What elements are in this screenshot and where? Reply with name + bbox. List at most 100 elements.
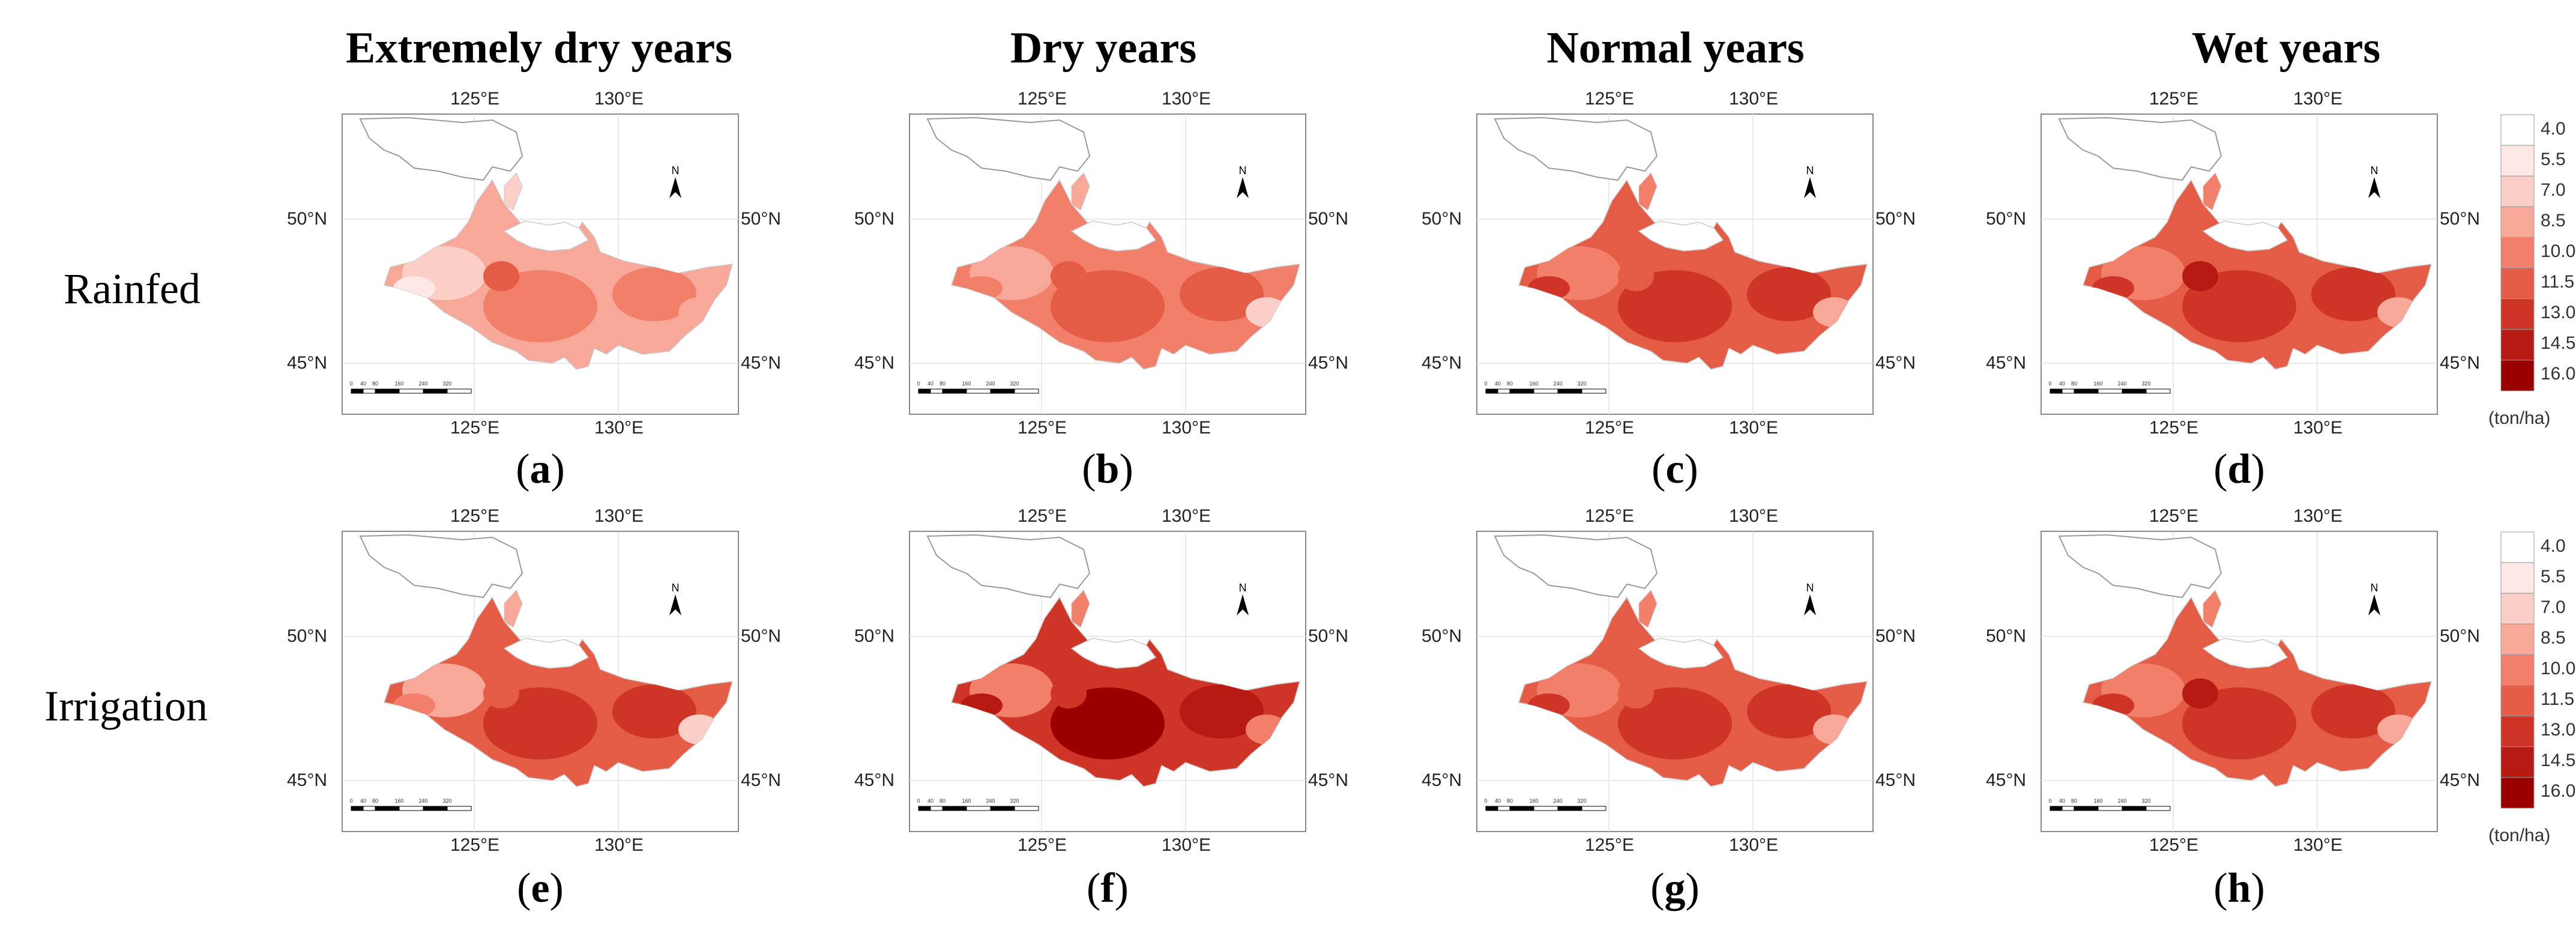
scale-label: 240 bbox=[2117, 381, 2126, 387]
lon-tick-bottom: 125°E bbox=[1018, 835, 1067, 855]
no-data-region bbox=[1494, 116, 1658, 181]
colorbar-tick: 5.5 bbox=[2541, 566, 2566, 587]
colorbar-swatch bbox=[2500, 562, 2535, 594]
colorbar-tick: 8.5 bbox=[2541, 627, 2566, 648]
lat-tick-right: 45°N bbox=[1308, 353, 1349, 373]
lon-tick-top: 130°E bbox=[594, 89, 644, 109]
scale-label: 320 bbox=[2141, 381, 2150, 387]
yield-zone bbox=[1051, 678, 1087, 708]
scale-label: 0 bbox=[1484, 798, 1487, 804]
scale-label: 160 bbox=[962, 381, 971, 387]
non-crop-area bbox=[503, 220, 590, 252]
column-title-normal: Normal years bbox=[1546, 23, 1805, 73]
scale-label: 0 bbox=[2048, 798, 2051, 804]
panel-letter-d: (d) bbox=[2213, 446, 2265, 492]
non-crop-area bbox=[1070, 638, 1157, 669]
map-panel-h: N 0 40 80 160 240 320 bbox=[2041, 531, 2438, 832]
yield-zone bbox=[483, 261, 519, 291]
scale-label: 80 bbox=[372, 798, 378, 804]
scale-bar: 0 40 80 160 240 320 bbox=[349, 381, 472, 394]
colorbar-tick: 13.0 bbox=[2541, 303, 2576, 323]
colorbar-swatch bbox=[2500, 206, 2535, 238]
scale-label: 320 bbox=[442, 798, 451, 804]
lon-tick-bottom: 125°E bbox=[2149, 418, 2199, 438]
colorbar-tick: 16.0 bbox=[2541, 364, 2576, 384]
scale-label: 320 bbox=[1010, 381, 1019, 387]
lon-tick-top: 125°E bbox=[1018, 506, 1067, 526]
colorbar-swatch bbox=[2500, 777, 2535, 809]
lon-tick-bottom: 130°E bbox=[2293, 835, 2343, 855]
scale-label: 0 bbox=[917, 798, 920, 804]
scale-label: 320 bbox=[442, 381, 451, 387]
scale-label: 40 bbox=[928, 381, 934, 387]
lat-tick-left: 50°N bbox=[854, 209, 895, 229]
lon-tick-bottom: 125°E bbox=[450, 418, 500, 438]
scale-label: 80 bbox=[372, 381, 378, 387]
yield-spur bbox=[2203, 172, 2222, 211]
yield-zone bbox=[2311, 267, 2395, 321]
panel-letter-a: (a) bbox=[516, 446, 565, 492]
north-label: N bbox=[672, 165, 680, 177]
yield-zone bbox=[2182, 678, 2218, 708]
lat-tick-right: 45°N bbox=[1875, 353, 1916, 373]
scale-label: 160 bbox=[394, 381, 403, 387]
scale-label: 240 bbox=[418, 798, 427, 804]
lon-tick-top: 130°E bbox=[2293, 89, 2343, 109]
lat-tick-right: 50°N bbox=[1308, 209, 1349, 229]
scale-bar: 0 40 80 160 240 320 bbox=[917, 381, 1039, 394]
colorbar-swatch bbox=[2500, 360, 2535, 391]
map-panel-e: N 0 40 80 160 240 320 bbox=[342, 531, 739, 832]
no-data-region bbox=[926, 534, 1091, 599]
yield-zone bbox=[1618, 261, 1654, 291]
colorbar-swatch bbox=[2500, 298, 2535, 330]
no-data-region bbox=[2058, 116, 2222, 181]
lon-tick-top: 125°E bbox=[450, 89, 500, 109]
lat-tick-left: 45°N bbox=[854, 353, 895, 373]
scale-label: 240 bbox=[986, 798, 995, 804]
lat-tick-right: 50°N bbox=[1875, 626, 1916, 646]
scale-label: 0 bbox=[917, 381, 920, 387]
lon-tick-bottom: 130°E bbox=[1162, 835, 1211, 855]
colorbar-tick: 7.0 bbox=[2541, 180, 2566, 200]
scale-label: 160 bbox=[2093, 381, 2102, 387]
north-label: N bbox=[672, 582, 680, 594]
non-crop-area bbox=[2202, 638, 2288, 669]
no-data-region bbox=[2058, 534, 2222, 599]
lat-tick-right: 50°N bbox=[2440, 626, 2481, 646]
yield-zone bbox=[612, 684, 696, 738]
colorbar-swatch bbox=[2500, 114, 2535, 146]
lon-tick-top: 125°E bbox=[2149, 506, 2199, 526]
scale-label: 80 bbox=[2071, 798, 2077, 804]
map-panel-c: N 0 40 80 160 240 320 bbox=[1476, 113, 1874, 415]
scale-label: 80 bbox=[940, 381, 946, 387]
colorbar-tick: 4.0 bbox=[2541, 118, 2566, 139]
yield-spur bbox=[1071, 172, 1090, 211]
scale-label: 160 bbox=[1529, 798, 1538, 804]
column-title-dry: Dry years bbox=[1010, 23, 1197, 73]
colorbar-irrigation bbox=[2500, 531, 2535, 809]
colorbar-swatch bbox=[2500, 237, 2535, 269]
panel-letter-b: (b) bbox=[1082, 446, 1133, 492]
scale-label: 80 bbox=[940, 798, 946, 804]
colorbar-swatch bbox=[2500, 268, 2535, 300]
lon-tick-bottom: 125°E bbox=[2149, 835, 2199, 855]
panel-letter-text: h bbox=[2227, 865, 2251, 911]
lat-tick-left: 45°N bbox=[1986, 353, 2027, 373]
map-panel-g: N 0 40 80 160 240 320 bbox=[1476, 531, 1874, 832]
lon-tick-top: 125°E bbox=[450, 506, 500, 526]
column-title-extremely-dry: Extremely dry years bbox=[346, 23, 732, 73]
north-arrow-icon bbox=[669, 594, 681, 615]
panel-letter-text: a bbox=[529, 446, 551, 492]
scale-label: 320 bbox=[1577, 798, 1586, 804]
scale-label: 0 bbox=[1484, 381, 1487, 387]
north-label: N bbox=[2371, 582, 2378, 594]
scale-label: 0 bbox=[2048, 381, 2051, 387]
colorbar-tick: 14.5 bbox=[2541, 750, 2576, 771]
colorbar-tick: 10.0 bbox=[2541, 659, 2576, 678]
lon-tick-bottom: 125°E bbox=[1585, 835, 1635, 855]
non-crop-area bbox=[503, 638, 590, 669]
scale-bar: 0 40 80 160 240 320 bbox=[2048, 798, 2171, 811]
colorbar-tick: 7.0 bbox=[2541, 597, 2566, 617]
lon-tick-top: 125°E bbox=[1585, 506, 1635, 526]
scale-label: 0 bbox=[349, 381, 352, 387]
